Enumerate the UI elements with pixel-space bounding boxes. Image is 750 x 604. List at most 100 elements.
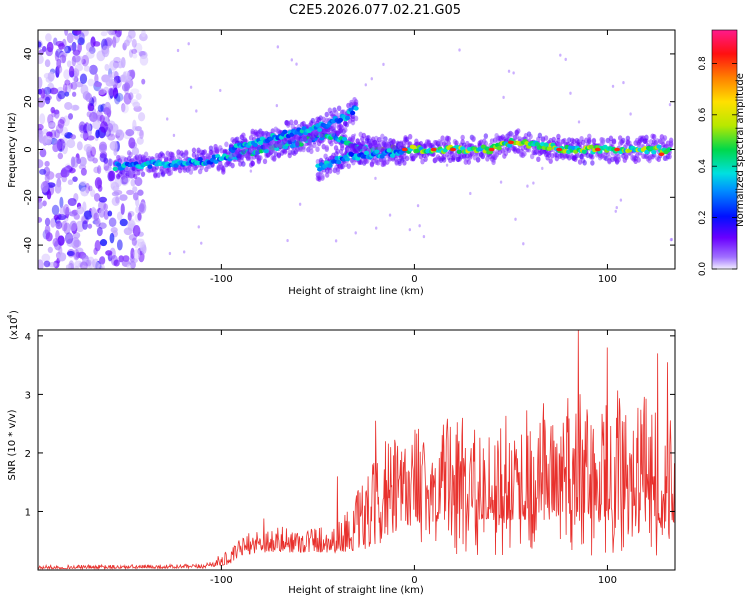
upper-branch-core <box>301 126 307 131</box>
noise-blob <box>111 196 120 207</box>
snr-panel: -100 0 100 1 2 3 4 Height of straight line (k… <box>6 310 676 596</box>
upper-branch-core <box>282 129 288 135</box>
main-track-halo <box>407 133 413 140</box>
main-track-halo <box>608 135 614 142</box>
noise-blob <box>39 168 47 175</box>
noise-blob <box>113 148 118 156</box>
noise-blob <box>61 52 67 64</box>
upper-branch-core <box>317 127 323 132</box>
noise-blob <box>64 30 69 36</box>
colorbar-tick-label: 0.4 <box>698 159 708 174</box>
faint-speck <box>375 226 378 230</box>
main-track-halo <box>230 162 235 169</box>
noise-blob <box>113 140 118 153</box>
noise-blob <box>38 54 44 65</box>
upper-branch-halo <box>235 136 240 143</box>
noise-blob <box>65 264 71 269</box>
noise-blob <box>63 69 71 80</box>
main-track-core <box>147 164 153 169</box>
noise-blob <box>123 39 130 47</box>
noise-blob <box>93 166 100 174</box>
noise-blob <box>38 41 42 48</box>
faint-speck <box>670 237 673 242</box>
noise-blob <box>60 167 70 178</box>
main-track-halo <box>404 136 410 143</box>
noise-blob <box>131 237 137 246</box>
noise-blob <box>100 31 108 37</box>
noise-blob <box>98 196 108 203</box>
noise-blob <box>44 59 51 68</box>
upper-branch-halo <box>293 119 299 126</box>
noise-blob <box>38 259 44 269</box>
faint-speck <box>629 112 632 116</box>
upper-branch-core <box>350 110 356 116</box>
main-track-halo <box>276 152 282 159</box>
noise-blob <box>52 143 60 153</box>
upper-branch-halo <box>256 144 262 151</box>
noise-blob <box>47 71 55 82</box>
noise-blob <box>115 129 123 136</box>
faint-speck <box>522 242 525 246</box>
noise-blob <box>57 152 64 160</box>
noise-blob <box>45 96 51 105</box>
faint-speck <box>189 85 193 89</box>
noise-blob <box>56 58 62 70</box>
noise-blob <box>134 125 142 132</box>
noise-blob <box>72 30 82 36</box>
noise-blob <box>117 61 124 69</box>
noise-blob <box>38 201 43 210</box>
faint-speck <box>276 45 280 49</box>
noise-blob <box>132 192 139 201</box>
noise-blob <box>112 185 120 193</box>
noise-blob <box>82 220 88 230</box>
snr-x-axis: -100 0 100 <box>210 330 617 586</box>
noise-blob <box>115 195 120 204</box>
noise-blob <box>38 97 46 108</box>
main-track-halo <box>258 155 263 161</box>
main-track-core <box>298 142 304 147</box>
noise-blob <box>138 201 147 214</box>
noise-blob <box>108 170 116 181</box>
main-track-halo <box>494 152 499 158</box>
main-track-halo <box>466 159 472 165</box>
lower-branch-core <box>355 156 361 161</box>
upper-branch-halo <box>238 153 243 159</box>
noise-blob <box>46 182 56 188</box>
noise-blob <box>85 261 92 268</box>
noise-blob <box>42 200 47 207</box>
faint-speck <box>614 209 617 213</box>
spectrogram-y-tick-label: -40 <box>23 237 34 253</box>
main-track-halo <box>207 153 212 160</box>
noise-blob <box>108 217 117 227</box>
noise-blob <box>92 120 101 130</box>
noise-blob <box>113 259 120 267</box>
faint-speck <box>295 62 298 66</box>
faint-speck <box>569 91 572 95</box>
main-track-core <box>263 148 269 154</box>
noise-blob <box>61 142 68 155</box>
noise-blob <box>68 211 78 217</box>
hot-spot <box>658 152 665 157</box>
main-track-halo <box>582 160 587 166</box>
noise-blob <box>63 222 71 235</box>
noise-blob <box>119 74 126 82</box>
main-track-halo <box>136 169 141 176</box>
noise-blob <box>95 129 100 139</box>
noise-blob <box>53 214 59 221</box>
lower-branch-halo <box>402 154 407 160</box>
noise-blob <box>85 50 95 59</box>
lower-branch-halo <box>372 141 378 147</box>
faint-speck <box>615 205 618 210</box>
noise-blob <box>59 51 68 58</box>
noise-blob <box>139 55 149 66</box>
main-track-core <box>656 144 662 149</box>
noise-blob <box>39 113 46 125</box>
spectrogram-y-tick-label: 20 <box>23 95 34 108</box>
faint-speck <box>514 217 517 221</box>
noise-blob <box>70 104 80 111</box>
main-track-halo <box>662 135 668 141</box>
noise-blob <box>130 88 140 95</box>
noise-blob <box>74 64 84 72</box>
lower-branch-halo <box>320 173 325 179</box>
